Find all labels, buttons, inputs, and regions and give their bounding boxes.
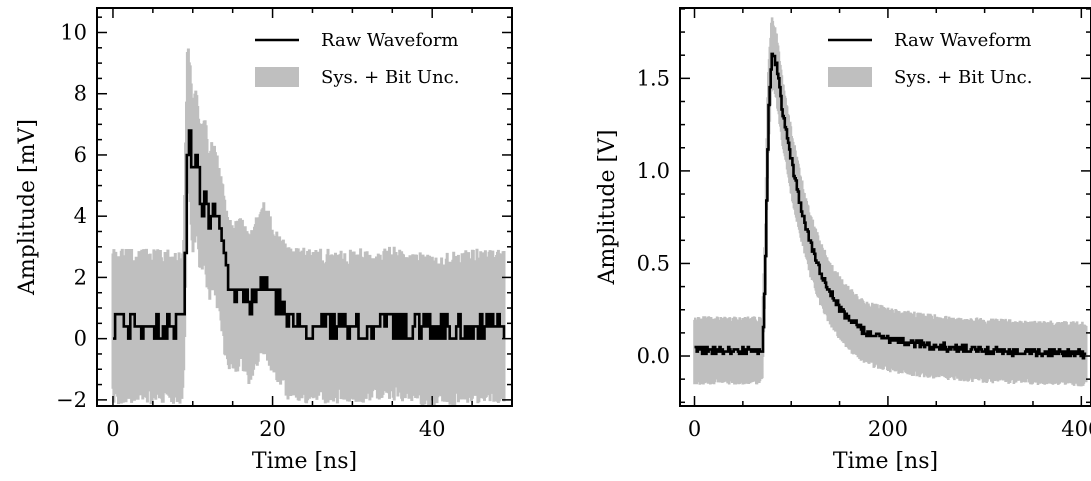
y-tick-label: 10 [60,20,87,44]
legend-swatch-uncertainty [828,67,872,87]
x-tick-label: 0 [106,417,119,441]
raw-waveform-line [113,129,506,340]
y-tick-label: 4 [74,204,87,228]
raw-waveform-line [694,52,1087,360]
legend: Raw Waveform Sys. + Bit Unc. [255,30,460,88]
plot-area [693,17,1088,387]
legend-label-raw-waveform: Raw Waveform [321,30,459,51]
x-tick-label: 40 [419,417,446,441]
x-tick-label: 20 [259,417,286,441]
x-axis-label: Time [ns] [252,449,357,474]
y-tick-label: 0.0 [637,344,670,368]
x-tick-label: 200 [868,417,908,441]
y-tick-label: −2 [56,388,87,412]
plot-area [111,48,506,406]
axes-frame [679,7,1091,407]
y-tick-label: 1.0 [637,159,670,183]
legend-label-raw-waveform: Raw Waveform [894,30,1032,51]
x-tick-label: 400 [1061,417,1091,441]
x-axis-label: Time [ns] [833,449,938,474]
y-tick-label: 6 [74,143,87,167]
y-axis-label: Amplitude [mV] [15,119,40,296]
legend-swatch-uncertainty [255,67,299,87]
x-tick-label: 0 [688,417,701,441]
y-tick-label: 1.5 [637,66,670,90]
chart-2: 0 200 400 0.0 0.5 1.0 1.5 Time [ns] Amplitude [V… [595,7,1091,474]
uncertainty-band [111,48,506,406]
y-tick-label: 8 [74,82,87,106]
y-tick-label: 0 [74,327,87,351]
y-tick-label: 2 [74,265,87,289]
legend-label-uncertainty: Sys. + Bit Unc. [894,67,1033,88]
y-tick-label: 0.5 [637,251,670,275]
y-axis-label: Amplitude [V] [595,129,620,285]
legend-label-uncertainty: Sys. + Bit Unc. [321,67,460,88]
axes-frame [96,7,513,407]
chart-1: 0 20 40 −2 0 2 4 6 8 10 Time [ns] Amplitude [mV] Raw… [15,7,513,474]
legend: Raw Waveform Sys. + Bit Unc. [828,30,1033,88]
